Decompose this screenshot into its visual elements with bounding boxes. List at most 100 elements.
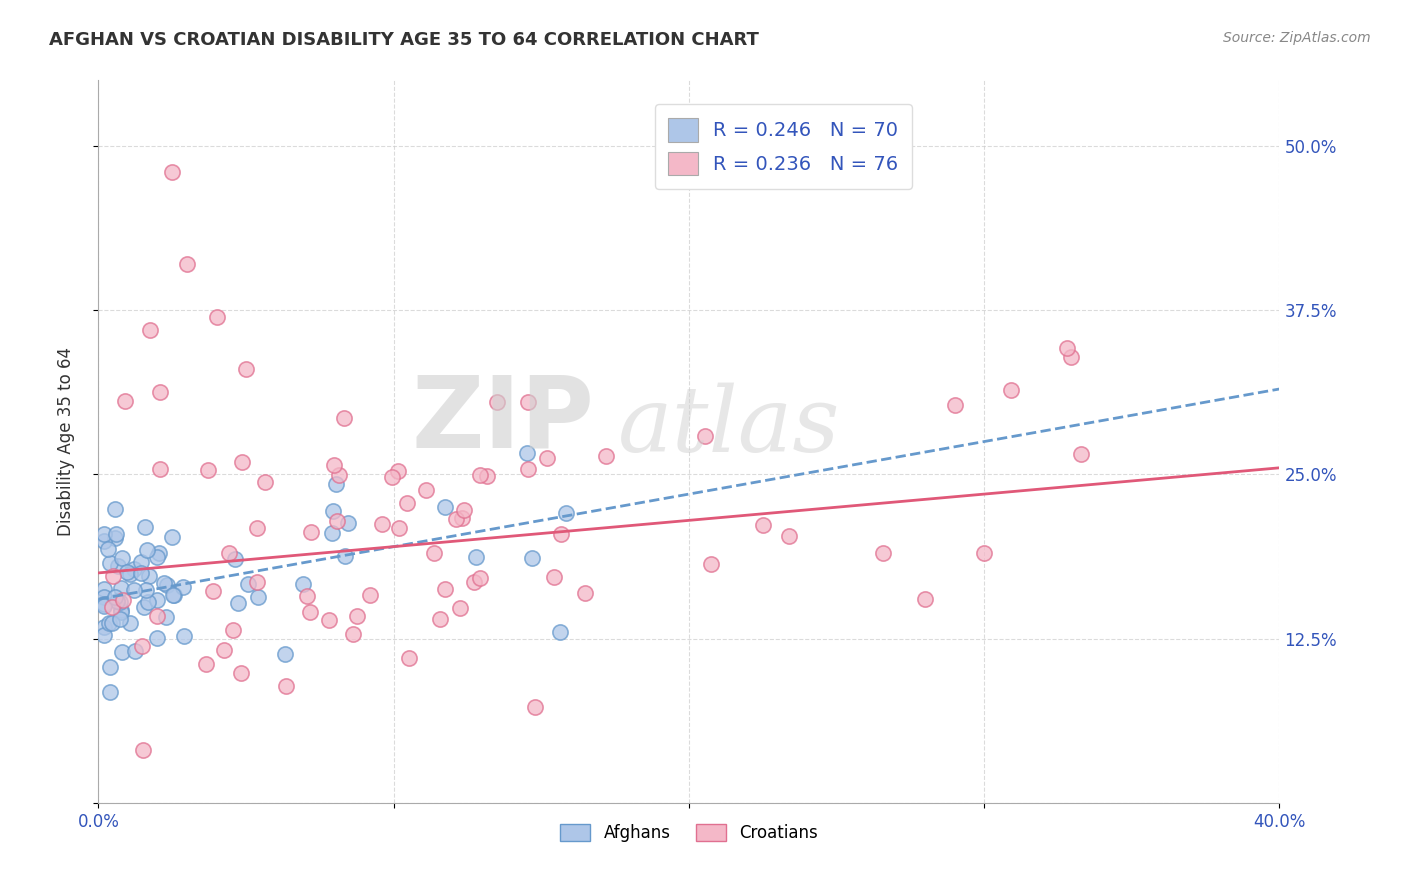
Point (173, 629, 195, 643)
Point (700, 558, 723, 572)
Point (235, 362, 257, 376)
Point (274, 679, 297, 693)
Point (429, 613, 451, 627)
Point (943, 398, 966, 412)
Point (470, 571, 492, 585)
Legend: Afghans, Croatians: Afghans, Croatians (554, 817, 824, 848)
Point (778, 529, 800, 543)
Point (149, 385, 172, 400)
Point (135, 582, 157, 597)
Point (463, 575, 485, 590)
Point (246, 590, 269, 604)
Point (97, 541, 120, 556)
Point (145, 592, 167, 607)
Point (238, 577, 260, 591)
Point (124, 644, 146, 658)
Point (523, 699, 546, 714)
Point (134, 599, 156, 614)
Point (202, 583, 225, 598)
Text: AFGHAN VS CROATIAN DISABILITY AGE 35 TO 64 CORRELATION CHART: AFGHAN VS CROATIAN DISABILITY AGE 35 TO … (49, 31, 759, 49)
Point (254, 475, 277, 489)
Point (98, 556, 121, 570)
Point (299, 525, 322, 540)
Point (595, 449, 617, 463)
Point (93, 590, 115, 604)
Point (101, 600, 124, 615)
Point (131, 639, 153, 653)
Point (451, 510, 474, 524)
Point (333, 549, 356, 563)
Point (172, 580, 194, 594)
Text: ZIP: ZIP (412, 371, 595, 468)
Point (176, 257, 198, 271)
Point (387, 464, 409, 478)
Point (93, 582, 115, 597)
Point (475, 469, 498, 483)
Point (333, 411, 356, 425)
Point (160, 531, 183, 545)
Point (695, 429, 717, 443)
Point (108, 612, 131, 626)
Point (149, 461, 172, 475)
Point (536, 450, 558, 465)
Point (98, 660, 121, 674)
Point (146, 632, 169, 646)
Point (93, 628, 115, 642)
Point (229, 665, 252, 680)
Point (93, 526, 115, 541)
Point (110, 581, 132, 595)
Point (1059, 350, 1081, 364)
Point (388, 521, 411, 535)
Point (1056, 341, 1078, 355)
Point (273, 647, 295, 661)
Point (872, 545, 894, 559)
Point (433, 500, 456, 515)
Point (218, 546, 240, 560)
Point (395, 496, 418, 510)
Point (122, 582, 145, 597)
Point (321, 525, 343, 540)
Point (486, 395, 509, 409)
Point (318, 613, 340, 627)
Point (246, 574, 269, 589)
Point (112, 593, 135, 607)
Point (146, 550, 169, 565)
Point (107, 559, 129, 574)
Point (973, 546, 995, 560)
Point (111, 551, 134, 566)
Point (516, 461, 538, 475)
Point (110, 606, 132, 620)
Point (222, 623, 245, 637)
Point (134, 520, 156, 534)
Point (162, 588, 184, 602)
Point (325, 477, 347, 491)
Point (115, 566, 138, 580)
Point (346, 608, 368, 623)
Point (101, 569, 124, 583)
Point (104, 502, 127, 516)
Point (465, 550, 488, 565)
Point (195, 657, 218, 671)
Point (370, 517, 392, 532)
Point (326, 514, 349, 528)
Point (434, 582, 457, 596)
Point (359, 588, 381, 602)
Point (398, 650, 420, 665)
Point (163, 588, 186, 602)
Point (101, 615, 124, 630)
Point (120, 566, 142, 581)
Point (156, 578, 179, 592)
Point (423, 546, 446, 560)
Point (153, 575, 176, 590)
Point (548, 625, 571, 640)
Point (550, 526, 572, 541)
Point (914, 592, 936, 607)
Point (98, 685, 121, 699)
Point (1000, 383, 1022, 397)
Point (342, 627, 364, 641)
Point (226, 596, 249, 610)
Point (468, 468, 491, 483)
Point (97, 616, 120, 631)
Point (93, 533, 115, 548)
Y-axis label: Disability Age 35 to 64: Disability Age 35 to 64 (56, 347, 75, 536)
